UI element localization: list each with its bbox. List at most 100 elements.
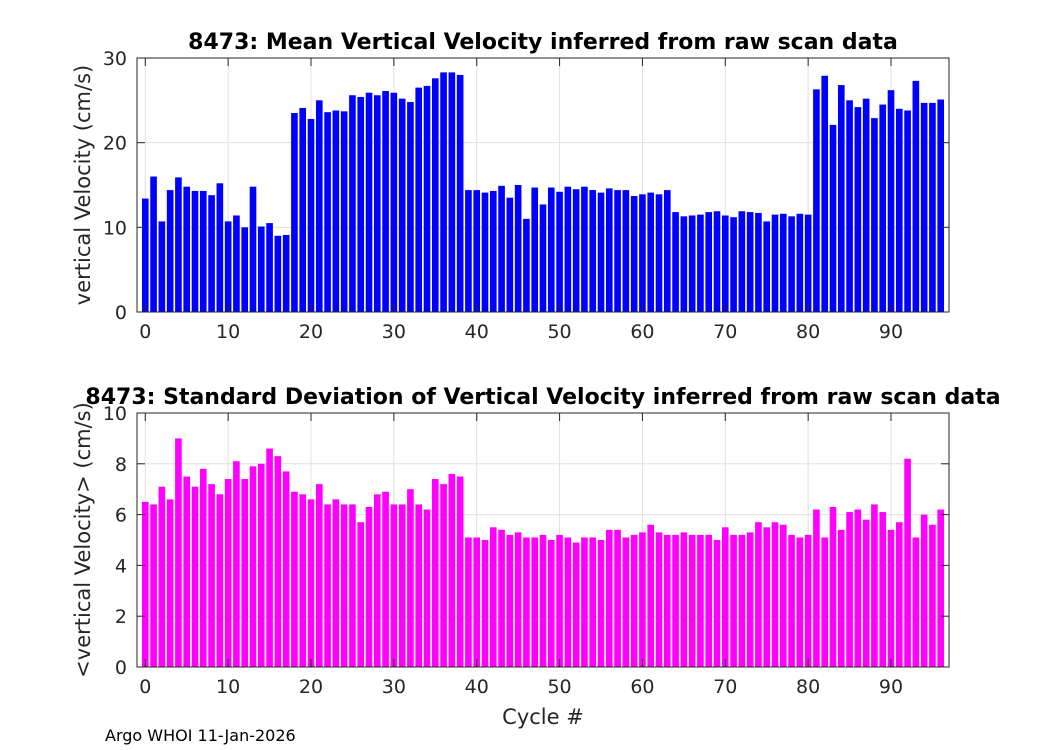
std-velocity-bar-70 [721,527,729,667]
mean-velocity-chart: 0 10 20 30 40 50 60 70 80 90 0 10 20 30 8473: Mean Ve… [71,30,950,343]
std-velocity-bar-25 [349,504,356,667]
mean-velocity-bar-52 [572,189,580,312]
mean-velocity-bar-37 [448,72,456,312]
std-velocity-bar-5 [183,476,191,667]
mean-velocity-xtick-label-40: 40 [465,321,489,343]
mean-velocity-bar-74 [755,212,762,312]
mean-velocity-bar-94 [920,102,928,313]
std-velocity-bar-50 [556,534,563,667]
mean-velocity-bar-63 [663,190,671,312]
mean-velocity-bar-35 [431,78,439,312]
std-velocity-bar-45 [514,532,522,667]
std-velocity-bar-69 [713,540,721,667]
mean-velocity-bar-2 [158,221,166,312]
mean-velocity-bar-79 [796,213,804,312]
mean-velocity-bar-67 [697,214,704,312]
std-velocity-bar-14 [257,463,265,667]
mean-velocity-bar-78 [788,216,795,312]
mean-velocity-bar-11 [233,215,240,312]
mean-velocity-bar-87 [862,98,870,312]
std-velocity-bar-86 [854,509,862,667]
mean-velocity-bar-66 [688,215,696,312]
mean-velocity-bar-3 [166,190,174,312]
std-velocity-bar-73 [746,532,754,667]
std-velocity-bar-44 [506,534,514,667]
std-velocity-bar-37 [448,473,456,667]
mean-velocity-bar-7 [199,190,207,312]
mean-velocity-xtick-label-0: 0 [139,321,151,343]
std-velocity-bars [141,438,945,667]
mean-velocity-bar-46 [523,218,530,312]
std-velocity-bar-78 [788,534,795,667]
std-velocity-bar-29 [382,491,389,667]
std-velocity-xtick-label-30: 30 [382,676,406,698]
std-velocity-bar-6 [191,486,199,667]
mean-velocity-bar-71 [730,217,737,312]
std-velocity-xtick-label-40: 40 [465,676,489,698]
std-velocity-bar-4 [175,438,182,667]
mean-velocity-bar-40 [473,190,481,312]
std-velocity-bar-77 [779,524,787,667]
mean-velocity-bar-19 [299,107,307,312]
std-velocity-bar-10 [224,479,232,667]
std-velocity-bar-96 [937,509,945,667]
mean-velocity-bar-57 [614,190,621,312]
std-velocity-bar-56 [605,529,613,667]
std-velocity-bar-11 [233,461,240,667]
std-velocity-bar-27 [365,506,373,667]
std-velocity-bar-72 [738,534,746,667]
mean-velocity-xtick-label-10: 10 [216,321,240,343]
mean-velocity-xtick-label-20: 20 [299,321,323,343]
mean-velocity-bars [141,72,945,313]
std-velocity-bar-21 [315,484,323,667]
std-velocity-xtick-label-60: 60 [630,676,654,698]
mean-velocity-bar-43 [498,185,505,312]
std-velocity-bar-62 [655,532,663,667]
mean-velocity-bar-27 [365,92,373,313]
mean-velocity-ytick-label-30: 30 [103,48,127,70]
mean-velocity-bar-18 [291,113,298,312]
std-velocity-bar-30 [390,504,398,667]
std-velocity-bar-58 [622,537,630,667]
mean-velocity-bar-48 [539,204,547,312]
mean-velocity-bar-15 [266,223,273,312]
std-velocity-bar-59 [630,534,638,667]
std-velocity-bar-89 [879,512,887,667]
std-velocity-ytick-label-6: 6 [115,505,127,527]
mean-velocity-bar-60 [639,194,646,312]
mean-velocity-bar-76 [771,214,779,312]
mean-velocity-bar-42 [489,190,497,312]
std-velocity-bar-57 [614,529,621,667]
std-velocity-bar-94 [920,514,928,667]
mean-velocity-bar-68 [705,212,713,312]
std-velocity-ytick-label-4: 4 [115,555,127,577]
std-velocity-bar-43 [498,529,505,667]
std-velocity-bar-71 [730,534,737,667]
mean-velocity-bar-75 [763,221,771,312]
mean-velocity-xtick-label-70: 70 [713,321,737,343]
std-velocity-bar-46 [523,537,530,667]
mean-velocity-bar-24 [340,111,348,312]
std-velocity-bar-17 [282,471,290,667]
mean-velocity-bar-26 [357,96,365,312]
std-velocity-bar-2 [158,486,166,667]
mean-velocity-bar-65 [680,216,688,312]
std-velocity-bar-90 [887,529,895,667]
std-velocity-ticks: 0 10 20 30 40 50 60 70 80 90 0 2 4 6 8 10 [103,403,949,698]
std-velocity-bar-19 [299,494,307,667]
std-velocity-bar-83 [829,506,837,667]
std-velocity-bar-23 [332,499,340,667]
std-velocity-bar-54 [589,537,597,667]
std-velocity-bar-51 [564,537,572,667]
mean-velocity-ytick-label-10: 10 [103,217,127,239]
mean-velocity-bar-84 [837,85,845,312]
std-velocity-bar-74 [755,522,762,667]
std-velocity-bar-84 [837,529,845,667]
mean-velocity-bar-72 [738,211,746,312]
std-velocity-bar-16 [274,456,282,667]
mean-velocity-bar-53 [581,186,588,312]
mean-velocity-bar-39 [465,190,472,312]
std-velocity-bar-42 [489,527,497,667]
mean-velocity-bar-20 [307,118,315,313]
